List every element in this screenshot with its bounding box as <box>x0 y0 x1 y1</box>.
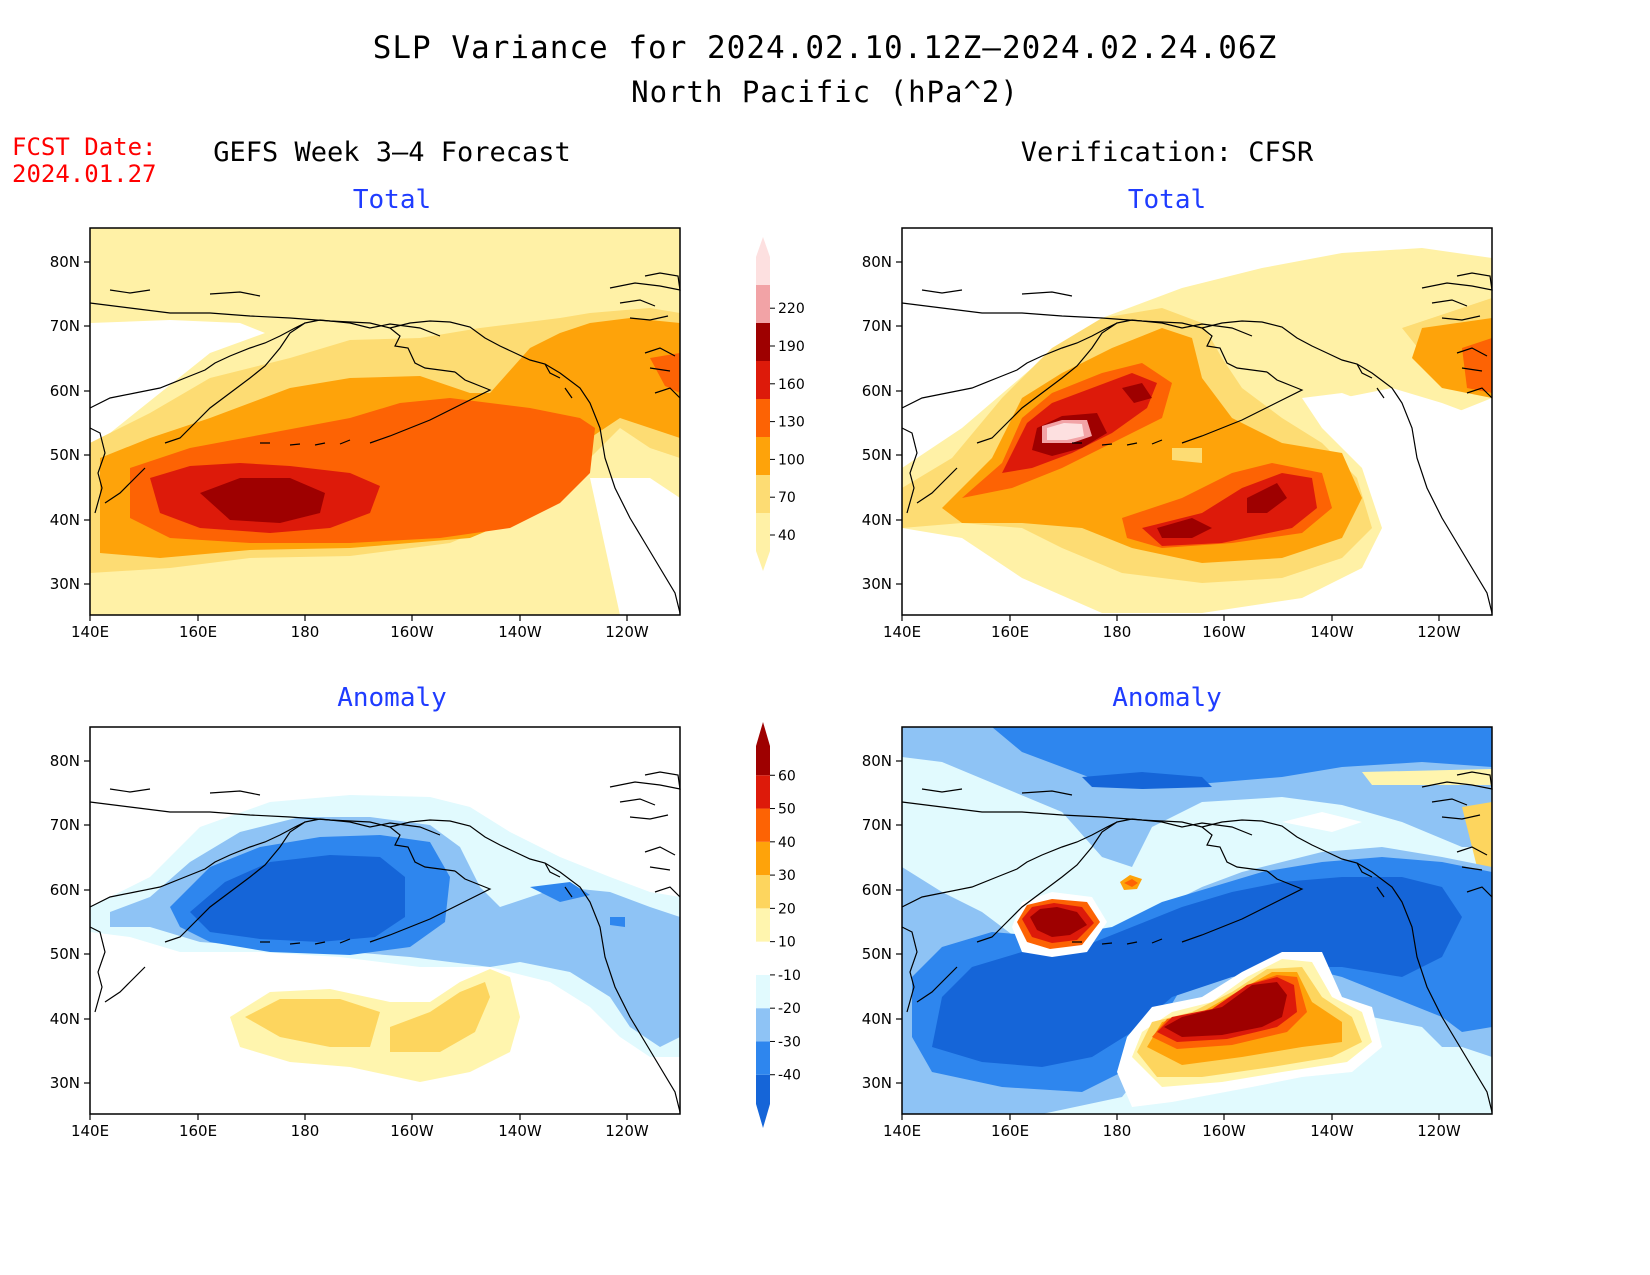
colorbar-anomaly-swatch <box>756 1008 770 1042</box>
colorbar-anomaly-label: 50 <box>778 802 796 818</box>
colorbar-total-swatch <box>756 437 770 475</box>
lon-label: 180 <box>291 623 320 641</box>
lat-label: 60N <box>50 382 80 400</box>
colorbar-anomaly-swatch <box>756 1041 770 1075</box>
lon-label: 160E <box>179 1122 217 1140</box>
colorbar-total-label: 160 <box>778 377 805 393</box>
colorbar-anomaly-label: 10 <box>778 935 796 951</box>
lat-label: 60N <box>50 881 80 899</box>
colorbar-anomaly-label: -40 <box>778 1068 801 1084</box>
lon-label: 160E <box>991 1122 1029 1140</box>
lon-label: 140W <box>1310 1122 1354 1140</box>
lat-label: 60N <box>862 382 892 400</box>
lon-label: 120W <box>1417 1122 1461 1140</box>
lat-label: 40N <box>862 1010 892 1028</box>
colorbar-total-swatch <box>756 399 770 437</box>
lon-label: 140E <box>883 1122 921 1140</box>
lon-label: 180 <box>1103 623 1132 641</box>
lon-label: 140E <box>71 623 109 641</box>
colorbar-anomaly-swatch <box>756 1074 770 1128</box>
map-forecast-anomaly <box>89 726 681 1115</box>
colorbar-total-swatch <box>756 285 770 323</box>
lon-label: 160W <box>390 1122 434 1140</box>
lon-label: 180 <box>291 1122 320 1140</box>
forecast-date-value: 2024.01.27 <box>12 160 157 188</box>
colorbar-total-swatch <box>756 237 770 285</box>
colorbar-anomaly-swatch <box>756 875 770 909</box>
lat-label: 50N <box>50 446 80 464</box>
map-forecast-total <box>89 227 681 616</box>
colorbar-total-label: 70 <box>778 490 796 506</box>
lat-label: 80N <box>50 253 80 271</box>
lon-label: 140W <box>498 623 542 641</box>
colorbar-anomaly-swatch <box>756 908 770 942</box>
colorbar-total-label: 100 <box>778 452 805 468</box>
colorbar-anomaly-label: 60 <box>778 768 796 784</box>
panel-title-forecast-anomaly: Anomaly <box>337 683 447 713</box>
colorbar-total-label: 40 <box>778 528 796 544</box>
lat-label: 30N <box>50 1074 80 1092</box>
lat-label: 60N <box>862 881 892 899</box>
lat-label: 70N <box>862 816 892 834</box>
colorbar-total-label: 220 <box>778 301 805 317</box>
colorbar-total-label: 190 <box>778 339 805 355</box>
lon-label: 160E <box>991 623 1029 641</box>
colorbar-total-swatch <box>756 475 770 513</box>
lon-label: 140W <box>498 1122 542 1140</box>
lon-label: 120W <box>605 1122 649 1140</box>
lat-label: 70N <box>50 317 80 335</box>
lon-label: 120W <box>1417 623 1461 641</box>
colorbar-total-swatch <box>756 323 770 361</box>
map-verification-anomaly <box>901 726 1493 1115</box>
main-subtitle: North Pacific (hPa^2) <box>631 75 1019 109</box>
lon-label: 160W <box>1202 1122 1246 1140</box>
colorbar-total-label: 130 <box>778 415 805 431</box>
colorbar-anomaly-swatch <box>756 775 770 809</box>
colorbar-anomaly-swatch <box>756 722 770 776</box>
lat-label: 30N <box>862 575 892 593</box>
colorbar-anomaly-label: -20 <box>778 1001 801 1017</box>
colorbar-anomaly-label: -30 <box>778 1034 801 1050</box>
lat-label: 40N <box>50 511 80 529</box>
panel-title-verification-anomaly: Anomaly <box>1112 683 1222 713</box>
panel-title-verification-total: Total <box>1127 185 1207 215</box>
panel-title-forecast-total: Total <box>352 185 432 215</box>
colorbar-anomaly-swatch <box>756 941 770 975</box>
lon-label: 140E <box>883 623 921 641</box>
column-heading-forecast: GEFS Week 3–4 Forecast <box>213 137 571 168</box>
lat-label: 80N <box>862 752 892 770</box>
lon-label: 160W <box>1202 623 1246 641</box>
lat-label: 40N <box>862 511 892 529</box>
colorbar-anomaly-label: 40 <box>778 835 796 851</box>
lat-label: 80N <box>50 752 80 770</box>
column-heading-verification: Verification: CFSR <box>1020 137 1314 168</box>
lon-label: 160W <box>390 623 434 641</box>
lon-label: 160E <box>179 623 217 641</box>
colorbar-anomaly-swatch <box>756 841 770 876</box>
main-title: SLP Variance for 2024.02.10.12Z–2024.02.… <box>372 30 1278 66</box>
colorbar-anomaly-label: -10 <box>778 968 801 984</box>
colorbar-total-swatch <box>756 361 770 399</box>
lat-label: 30N <box>50 575 80 593</box>
colorbar-anomaly-label: 20 <box>778 901 796 917</box>
lat-label: 50N <box>50 945 80 963</box>
colorbar-total-swatch <box>756 513 770 571</box>
lon-label: 180 <box>1103 1122 1132 1140</box>
lat-label: 80N <box>862 253 892 271</box>
colorbar-anomaly-swatch <box>756 808 770 842</box>
map-verification-total <box>901 227 1493 616</box>
colorbar-anomaly-swatch <box>756 974 770 1009</box>
lon-label: 120W <box>605 623 649 641</box>
colorbar-anomaly-label: 30 <box>778 868 796 884</box>
lat-label: 70N <box>50 816 80 834</box>
lat-label: 40N <box>50 1010 80 1028</box>
lat-label: 70N <box>862 317 892 335</box>
lat-label: 30N <box>862 1074 892 1092</box>
lat-label: 50N <box>862 446 892 464</box>
lon-label: 140E <box>71 1122 109 1140</box>
forecast-date-label: FCST Date: <box>12 133 157 161</box>
lon-label: 140W <box>1310 623 1354 641</box>
lat-label: 50N <box>862 945 892 963</box>
